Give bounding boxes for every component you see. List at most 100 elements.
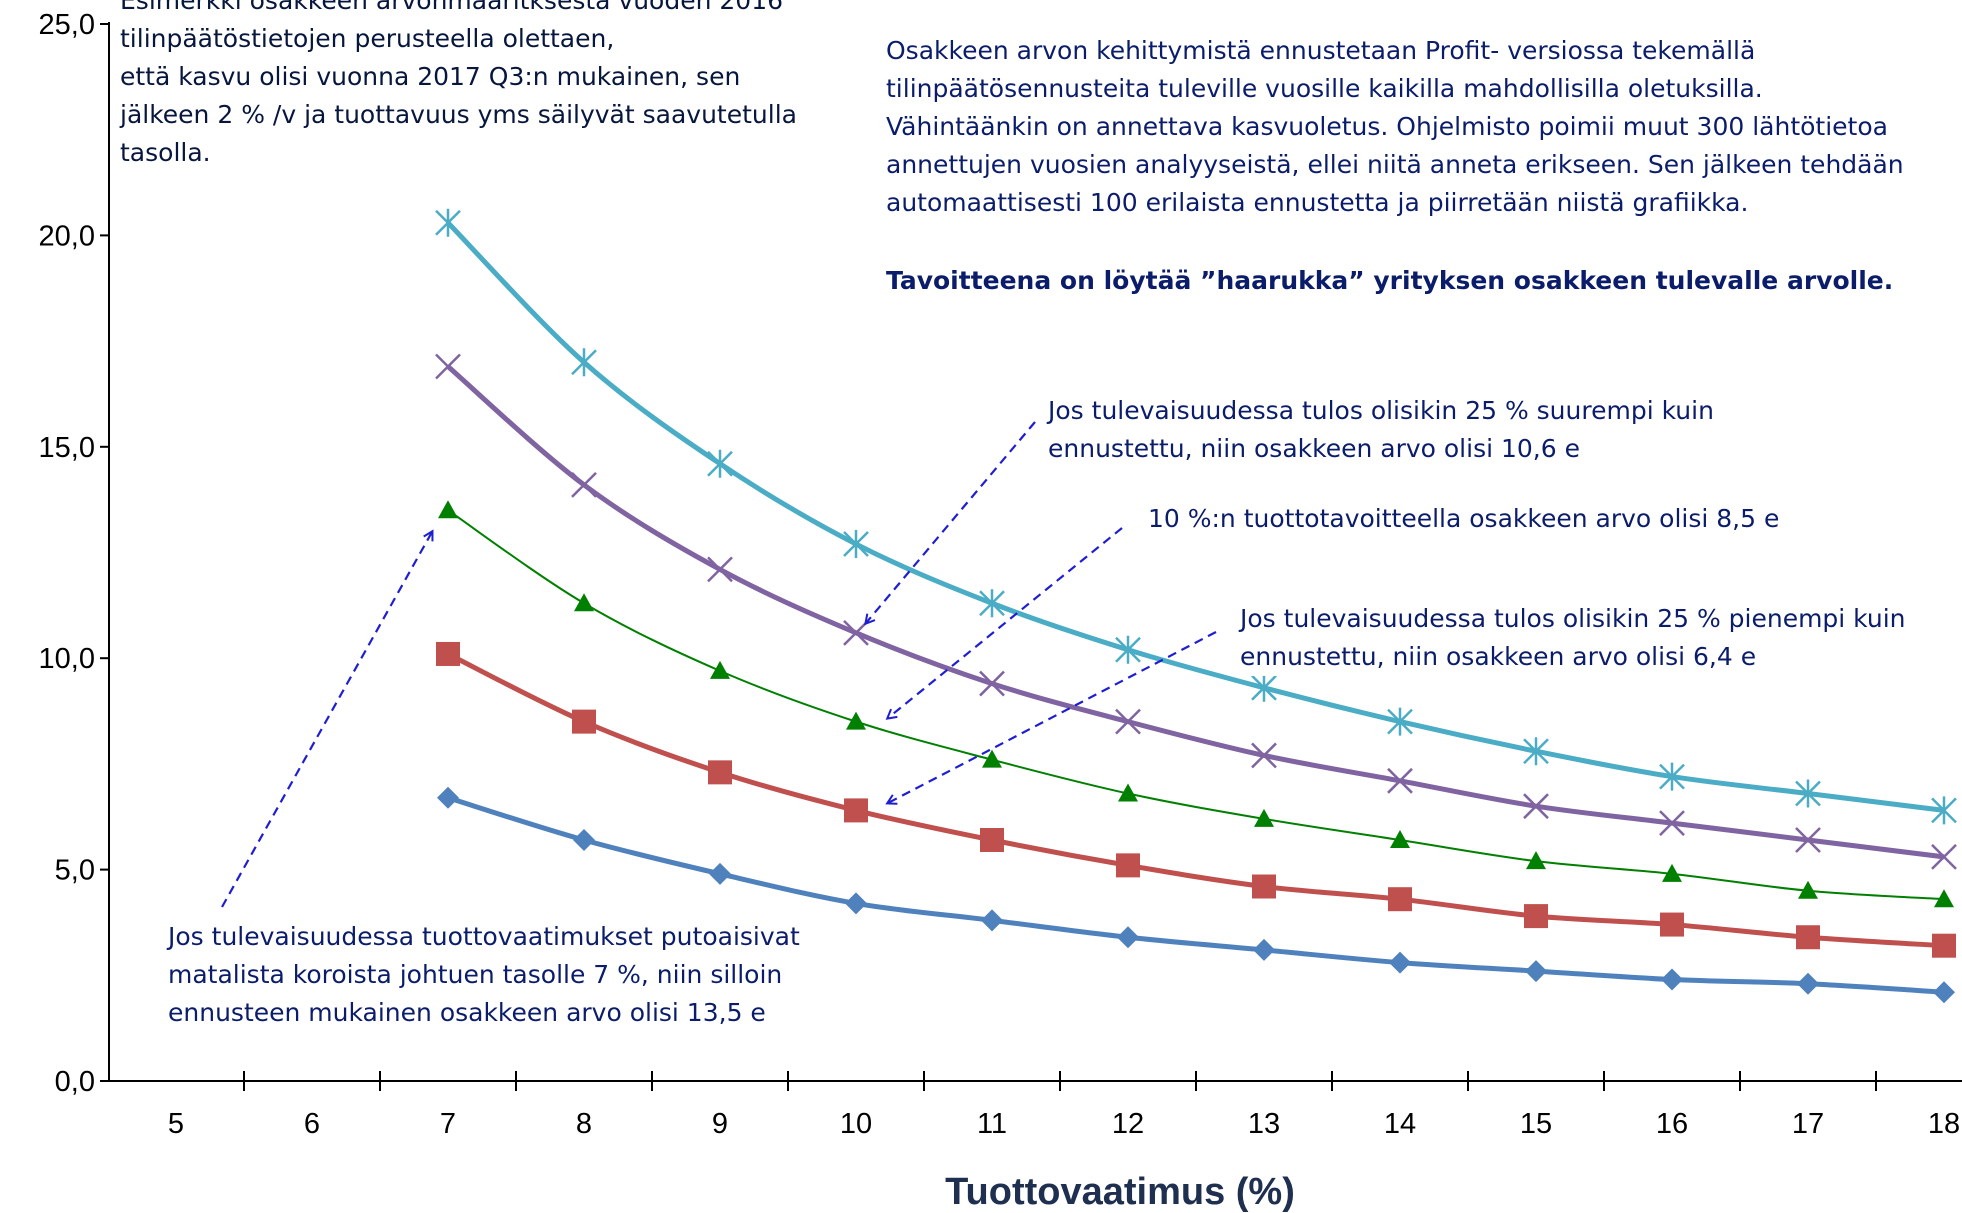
data-point	[843, 530, 869, 559]
series-triangle	[438, 500, 1954, 908]
data-point	[1253, 938, 1275, 961]
data-point	[573, 829, 595, 852]
data-point	[979, 589, 1005, 618]
data-point	[1117, 926, 1139, 949]
data-point	[846, 711, 866, 730]
annotation-arrows	[221, 421, 1217, 908]
note-goal: Tavoitteena on löytää ”haarukka” yrityks…	[886, 266, 1894, 295]
x-tick-label: 16	[1656, 1108, 1688, 1140]
data-point	[1659, 762, 1685, 791]
x-tick-label: 17	[1792, 1108, 1824, 1140]
x-tick-label: 10	[840, 1108, 872, 1140]
data-point	[1660, 912, 1684, 937]
data-point	[709, 862, 731, 885]
x-tick-label: 9	[712, 1108, 728, 1140]
data-point	[1118, 783, 1138, 802]
data-point	[1525, 960, 1547, 983]
data-point	[1116, 853, 1140, 878]
data-point	[571, 471, 597, 498]
arrow-target10	[888, 527, 1123, 718]
x-axis-title: Tuottovaatimus (%)	[945, 1171, 1295, 1213]
series-line	[446, 364, 1945, 860]
data-point	[435, 208, 461, 237]
data-point	[1797, 972, 1819, 995]
series-line	[447, 795, 1945, 995]
data-point	[708, 760, 732, 785]
data-point	[436, 641, 460, 666]
y-tick-label: 10,0	[39, 643, 95, 675]
data-point	[845, 892, 867, 915]
data-point	[1526, 851, 1546, 870]
data-point	[572, 709, 596, 734]
note-plus25: Jos tulevaisuudessa tulos olisikin 25 % …	[1048, 396, 1714, 463]
data-point	[1931, 796, 1957, 825]
data-point	[1523, 737, 1549, 766]
data-point	[1387, 707, 1413, 736]
x-tick-label: 8	[576, 1108, 592, 1140]
x-tick-label: 6	[304, 1108, 320, 1140]
series-line	[447, 509, 1945, 901]
note-top-right: Osakkeen arvon kehittymistä ennustetaan …	[886, 36, 1904, 217]
x-tick-label: 5	[168, 1108, 184, 1140]
data-point	[1115, 635, 1141, 664]
data-point	[707, 449, 733, 478]
data-point	[982, 749, 1002, 768]
x-tick-label: 7	[440, 1108, 456, 1140]
arrow-minus25	[888, 631, 1217, 803]
data-point	[1388, 887, 1412, 912]
x-tick-label: 14	[1384, 1108, 1416, 1140]
series-x	[435, 353, 1957, 870]
data-point	[1934, 889, 1954, 908]
x-tick-label: 13	[1248, 1108, 1280, 1140]
data-point	[1115, 708, 1141, 735]
data-point	[843, 619, 869, 646]
data-point	[435, 353, 461, 380]
data-point	[574, 593, 594, 612]
data-point	[1523, 793, 1549, 820]
note-low-rate: Jos tulevaisuudessa tuottovaatimukset pu…	[168, 922, 800, 1027]
data-point	[1662, 863, 1682, 882]
data-point	[438, 500, 458, 519]
series-layer	[435, 208, 1957, 1004]
data-point	[1251, 673, 1277, 702]
data-point	[1933, 981, 1955, 1004]
series-line	[446, 651, 1945, 949]
y-tick-label: 5,0	[55, 855, 95, 887]
data-point	[1796, 925, 1820, 950]
data-point	[437, 786, 459, 809]
data-point	[1390, 830, 1410, 849]
data-point	[1795, 779, 1821, 808]
data-point	[1795, 827, 1821, 853]
x-tick-label: 12	[1112, 1108, 1144, 1140]
y-tick-label: 0,0	[55, 1066, 95, 1098]
data-point	[1524, 904, 1548, 929]
x-tick-label: 15	[1520, 1108, 1552, 1140]
x-tick-label: 11	[977, 1108, 1007, 1140]
data-point	[571, 348, 597, 377]
arrow-plus25	[866, 421, 1036, 623]
note-top-left: Esimerkki osakkeen arvonmääritksestä vuo…	[120, 0, 797, 167]
data-point	[710, 660, 730, 679]
data-point	[1387, 767, 1413, 794]
data-point	[1389, 951, 1411, 974]
data-point	[1932, 933, 1956, 958]
data-point	[1661, 968, 1683, 991]
axes: 0,0 5,0 10,0 15,0 20,0 25,0 5 6 7 8 9 10 11 12 13 14 15 1…	[39, 9, 1962, 1140]
y-tick-label: 25,0	[39, 9, 95, 41]
y-tick-label: 15,0	[39, 432, 95, 464]
data-point	[1254, 808, 1274, 827]
data-point	[1251, 742, 1277, 769]
series-square	[436, 641, 1956, 958]
data-point	[1252, 874, 1276, 899]
data-point	[980, 828, 1004, 853]
data-point	[707, 556, 733, 583]
x-tick-label: 18	[1928, 1108, 1960, 1140]
series-diamond	[437, 786, 1955, 1004]
note-target10: 10 %:n tuottotavoitteella osakkeen arvo …	[1148, 504, 1780, 533]
data-point	[981, 909, 1003, 932]
data-point	[1659, 810, 1685, 836]
data-point	[1931, 844, 1957, 870]
arrow-low-rate	[221, 532, 432, 908]
data-point	[979, 670, 1005, 697]
